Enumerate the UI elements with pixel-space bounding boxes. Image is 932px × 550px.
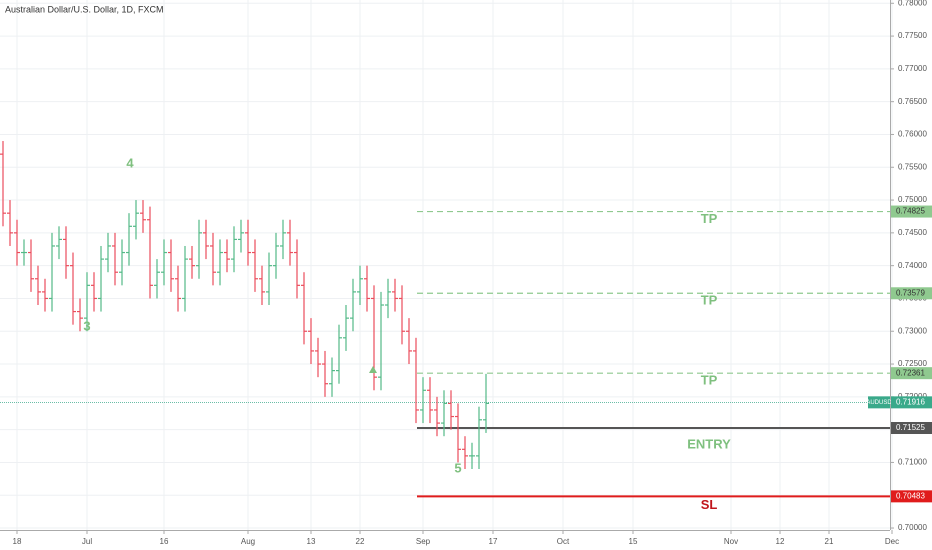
y-tick-label: 0.77000 <box>898 64 927 73</box>
y-tick-label: 0.70000 <box>898 523 927 532</box>
y-tick-label: 0.75500 <box>898 162 927 171</box>
x-tick-label: Aug <box>241 537 255 546</box>
y-tick-label: 0.75000 <box>898 195 927 204</box>
x-tick-label: 13 <box>307 537 316 546</box>
y-tick-label: 0.78000 <box>898 0 927 7</box>
level-price: 0.73579 <box>896 288 925 297</box>
symbol-label: AUDUSD <box>866 400 892 406</box>
x-tick-label: 12 <box>776 537 785 546</box>
y-tick-label: 0.76500 <box>898 97 927 106</box>
level-price: 0.74825 <box>896 207 925 216</box>
level-name: TP <box>701 293 718 308</box>
level-name: TP <box>701 211 718 226</box>
y-tick-label: 0.71000 <box>898 458 927 467</box>
x-tick-label: Oct <box>557 537 570 546</box>
price-label: 0.71916 <box>896 397 925 406</box>
level-name: TP <box>701 373 718 388</box>
x-tick-label: 17 <box>489 537 498 546</box>
x-tick-label: Sep <box>416 537 431 546</box>
y-tick-label: 0.73000 <box>898 326 927 335</box>
bars <box>0 141 489 469</box>
level-name: SL <box>701 497 718 512</box>
x-tick-label: Nov <box>724 537 738 546</box>
price-box <box>891 396 932 409</box>
symbol-box <box>868 396 890 409</box>
x-tick-label: 22 <box>356 537 365 546</box>
x-tick-label: 16 <box>160 537 169 546</box>
arrow-marker <box>369 366 377 373</box>
annotations: 3 4 5 <box>83 155 461 475</box>
axis: 0.700000.705000.710000.715000.720000.725… <box>13 0 932 546</box>
x-tick-label: 18 <box>13 537 22 546</box>
level-box <box>891 205 932 218</box>
level-box <box>891 367 932 380</box>
y-tick-label: 0.72500 <box>898 359 927 368</box>
level-box <box>891 287 932 300</box>
y-tick-label: 0.76000 <box>898 130 927 139</box>
x-tick-label: Jul <box>82 537 92 546</box>
wave-label: 3 <box>83 318 90 333</box>
wave-label: 4 <box>126 155 134 170</box>
x-tick-label: 21 <box>825 537 834 546</box>
chart-title: Australian Dollar/U.S. Dollar, 1D, FXCM <box>5 4 164 14</box>
level-price: 0.71525 <box>896 423 925 432</box>
x-tick-label: 15 <box>629 537 638 546</box>
x-tick-label: Dec <box>885 537 899 546</box>
levels: TP TP TP ENTRY SL <box>0 210 890 512</box>
y-tick-label: 0.74000 <box>898 261 927 270</box>
wave-label: 5 <box>454 460 461 475</box>
level-price: 0.72361 <box>896 368 925 377</box>
level-box <box>891 490 932 503</box>
y-tick-label: 0.77500 <box>898 31 927 40</box>
level-name: ENTRY <box>687 436 731 451</box>
level-price: 0.70483 <box>896 491 925 500</box>
y-tick-label: 0.74500 <box>898 228 927 237</box>
level-box <box>891 422 932 435</box>
